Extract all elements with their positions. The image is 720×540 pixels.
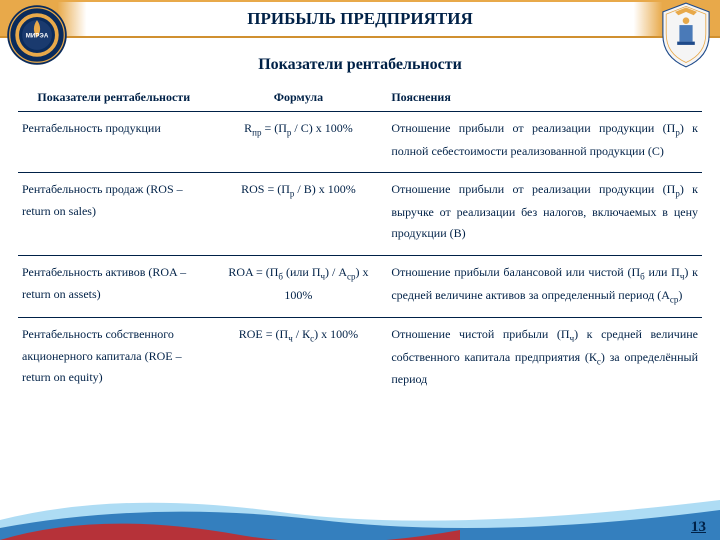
cell-formula: Rпр = (Пр / С) x 100% xyxy=(210,112,388,173)
cell-explain: Отношение прибыли балансовой или чистой … xyxy=(387,255,702,317)
footer-wave xyxy=(0,480,720,540)
cell-formula: ROS = (Пр / В) x 100% xyxy=(210,173,388,256)
col-header-formula: Формула xyxy=(210,84,388,112)
logo-emblem xyxy=(658,2,714,68)
table-row: Рентабельность собственного акционерного… xyxy=(18,318,702,401)
col-header-explain: Пояснения xyxy=(387,84,702,112)
cell-explain: Отношение чистой прибыли (Пч) к средней … xyxy=(387,318,702,401)
svg-text:МИРЭА: МИРЭА xyxy=(26,32,49,39)
cell-formula: ROE = (Пч / Кс) x 100% xyxy=(210,318,388,401)
subtitle: Показатели рентабельности xyxy=(0,38,720,84)
cell-name: Рентабельность продукции xyxy=(18,112,210,173)
col-header-name: Показатели рентабельности xyxy=(18,84,210,112)
cell-name: Рентабельность активов (ROA – return on … xyxy=(18,255,210,317)
cell-explain: Отношение прибыли от реализации продукци… xyxy=(387,173,702,256)
cell-formula: ROA = (Пб (или Пч) / Аср) x 100% xyxy=(210,255,388,317)
header-bar: ПРИБЫЛЬ ПРЕДПРИЯТИЯ xyxy=(0,0,720,38)
cell-name: Рентабельность продаж (ROS – return on s… xyxy=(18,173,210,256)
cell-name: Рентабельность собственного акционерного… xyxy=(18,318,210,401)
cell-explain: Отношение прибыли от реализации продукци… xyxy=(387,112,702,173)
logo-mirea: МИРЭА xyxy=(6,4,68,66)
page-number: 13 xyxy=(691,519,706,536)
table-row: Рентабельность продукцииRпр = (Пр / С) x… xyxy=(18,112,702,173)
table-row: Рентабельность активов (ROA – return on … xyxy=(18,255,702,317)
page-title: ПРИБЫЛЬ ПРЕДПРИЯТИЯ xyxy=(247,9,473,29)
profitability-table: Показатели рентабельности Формула Поясне… xyxy=(18,84,702,401)
content-area: Показатели рентабельности Формула Поясне… xyxy=(0,84,720,401)
table-row: Рентабельность продаж (ROS – return on s… xyxy=(18,173,702,256)
